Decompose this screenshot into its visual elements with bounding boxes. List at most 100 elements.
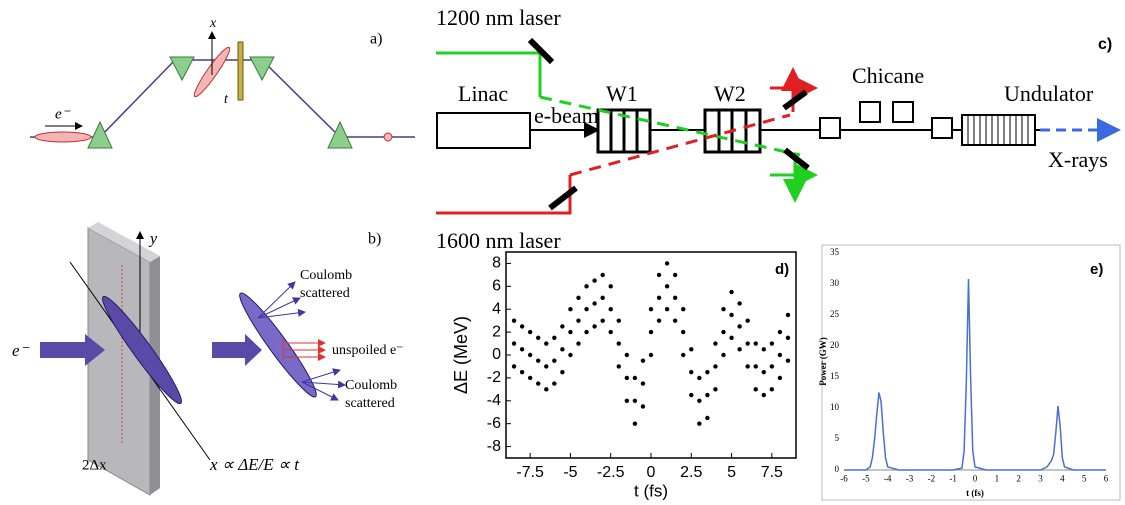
y-tick-label: 30 xyxy=(830,278,840,288)
point xyxy=(568,307,573,312)
point xyxy=(519,324,525,329)
point xyxy=(592,278,597,283)
y-tick-label: 10 xyxy=(830,402,840,412)
point xyxy=(761,392,766,398)
x-tick-label: 5 xyxy=(727,464,736,481)
point xyxy=(511,318,517,323)
point xyxy=(608,284,613,289)
y-tick-label: -6 xyxy=(487,415,501,432)
point xyxy=(729,289,734,295)
point xyxy=(648,307,654,312)
point xyxy=(705,369,710,375)
x-tick-label: 1 xyxy=(995,473,1000,483)
chicane xyxy=(819,101,953,139)
undulator-poles xyxy=(967,115,1029,145)
point xyxy=(544,341,549,346)
panel-label: a) xyxy=(370,31,382,48)
y-tick-label: 25 xyxy=(830,309,840,319)
y-axis-label: Power (GW) xyxy=(818,337,828,386)
x-tick-label: -4 xyxy=(884,473,892,483)
point xyxy=(568,329,573,335)
point xyxy=(600,295,605,300)
component-label: W1 xyxy=(606,81,638,106)
point xyxy=(600,318,605,323)
laser-red xyxy=(569,113,791,177)
point xyxy=(592,324,597,329)
x-tick-label: -5 xyxy=(563,464,577,481)
x-tick-label: 5 xyxy=(1082,473,1087,483)
point xyxy=(753,387,758,392)
chart: -7.5 -5 -2.5 0 2.5 5 7.5 -8 -6 -4 -2 0 2 4 6 8 t (fs) ΔE … xyxy=(451,251,797,500)
x-tick-label: 7.5 xyxy=(761,464,783,481)
x-tick-label: 2 xyxy=(1016,473,1021,483)
point xyxy=(769,364,775,369)
point xyxy=(560,369,565,375)
point xyxy=(519,347,525,352)
point xyxy=(729,312,734,318)
bunch xyxy=(239,292,317,398)
point xyxy=(616,364,621,369)
point xyxy=(656,272,662,278)
point xyxy=(656,295,662,300)
axis-label: y xyxy=(148,231,158,248)
point xyxy=(584,284,589,289)
point xyxy=(552,358,557,363)
x-tick-label: -2 xyxy=(928,473,936,483)
point xyxy=(745,341,750,346)
unspoiled-arrows xyxy=(282,339,326,361)
point xyxy=(527,352,533,358)
mirrors xyxy=(527,37,810,211)
y-tick-label: 20 xyxy=(830,340,840,350)
y-tick-label: 0 xyxy=(835,464,840,474)
y-tick-label: -8 xyxy=(487,438,501,455)
panel-label: e) xyxy=(1090,261,1103,278)
point xyxy=(560,347,565,352)
point xyxy=(536,358,541,363)
bunch xyxy=(34,131,92,143)
scatter-label: scattered xyxy=(300,286,350,301)
plot-frame xyxy=(821,244,1121,501)
linac xyxy=(436,112,531,149)
point xyxy=(681,329,686,335)
point xyxy=(761,369,766,375)
component-label: X-rays xyxy=(1048,147,1108,172)
y-tick-label: 15 xyxy=(830,371,840,381)
point xyxy=(713,387,718,392)
point xyxy=(705,392,710,398)
point xyxy=(640,404,646,409)
x-tick-label: 2.5 xyxy=(680,464,702,481)
x-tick-label: 0 xyxy=(973,473,978,483)
point xyxy=(681,307,686,312)
point xyxy=(705,415,710,421)
point xyxy=(576,341,581,346)
point xyxy=(544,387,549,392)
point xyxy=(777,329,783,335)
x-tick-label: -7.5 xyxy=(516,464,544,481)
particle-label: e⁻ xyxy=(55,106,71,122)
scatter-label: scattered xyxy=(345,396,395,411)
point xyxy=(584,307,589,312)
point xyxy=(624,375,630,381)
point xyxy=(519,369,525,375)
point xyxy=(568,352,573,358)
component-label: W2 xyxy=(714,81,746,106)
point xyxy=(697,375,702,381)
point xyxy=(721,329,726,335)
point xyxy=(697,398,702,403)
y-tick-label: 2 xyxy=(492,323,501,340)
charts: -7.5 -5 -2.5 0 2.5 5 7.5 -8 -6 -4 -2 0 2 4 6 8 t (fs) ΔE … xyxy=(451,244,1121,501)
foil-top xyxy=(88,222,160,262)
point xyxy=(713,341,718,346)
chart: -6 -5 -4 -3 -2 -1 0 1 2 3 4 5 6 0 5 10 15 20 25 30 35 t (fs) P… xyxy=(818,244,1121,501)
magnet xyxy=(249,56,275,82)
point xyxy=(761,347,766,352)
x-tick-label: -2.5 xyxy=(597,464,625,481)
bunch xyxy=(102,295,182,405)
point xyxy=(616,341,621,346)
point xyxy=(560,324,565,329)
y-axis-label: ΔE (MeV) xyxy=(451,316,471,394)
scatter-label: Coulomb xyxy=(300,268,352,283)
x-tick-label: -1 xyxy=(949,473,957,483)
point xyxy=(536,335,541,341)
